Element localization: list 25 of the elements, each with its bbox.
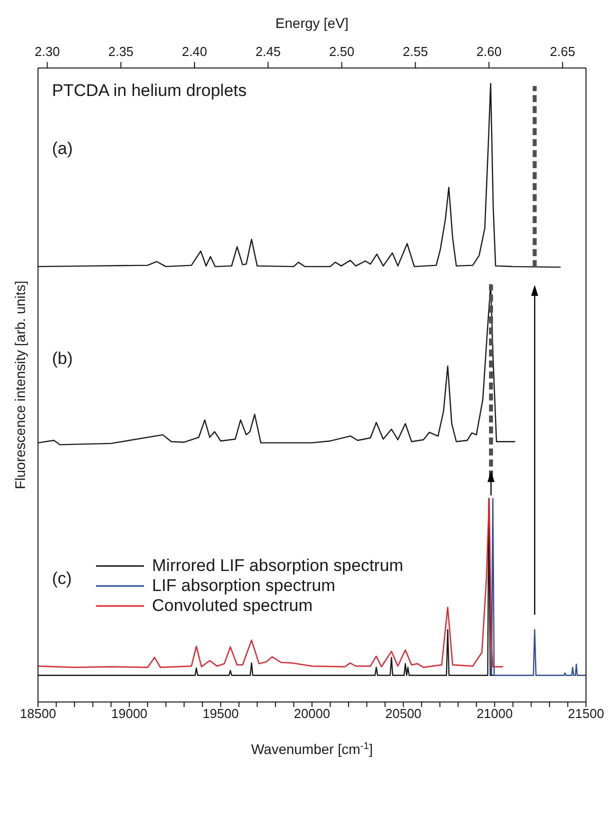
x2-tick-label: 2.30	[34, 44, 60, 59]
x-tick-label: 20000	[294, 706, 330, 722]
x-tick-label: 21500	[568, 706, 604, 722]
x-tick-label: 20500	[385, 706, 422, 722]
x-axis-title: Wavenumber [cm$^{-1}$]	[251, 740, 373, 757]
x2-axis-title: Energy [eV]	[275, 15, 349, 31]
annotation: PTCDA in helium droplets	[52, 81, 247, 100]
annotation: (b)	[52, 349, 73, 368]
x-tick-label: 21000	[476, 706, 513, 722]
y-axis-title: Fluorescence intensity [arb. units]	[12, 280, 28, 490]
x-tick-label: 19500	[202, 706, 239, 722]
x2-tick-label: 2.55	[402, 44, 428, 59]
x2-tick-label: 2.65	[550, 44, 576, 59]
x2-tick-label: 2.40	[182, 44, 208, 59]
annotation: (a)	[52, 139, 73, 158]
legend-label: LIF absorption spectrum	[152, 576, 336, 596]
x-tick-label: 18500	[20, 706, 56, 722]
x2-tick-label: 2.50	[329, 44, 354, 59]
x2-tick-label: 2.35	[108, 44, 134, 59]
x2-tick-label: 2.45	[255, 44, 281, 59]
annotation: (c)	[52, 569, 72, 588]
legend-label: Mirrored LIF absorption spectrum	[152, 556, 404, 576]
x2-tick-label: 2.60	[476, 44, 502, 59]
x-tick-label: 19000	[111, 706, 148, 722]
legend-label: Convoluted spectrum	[152, 596, 313, 616]
